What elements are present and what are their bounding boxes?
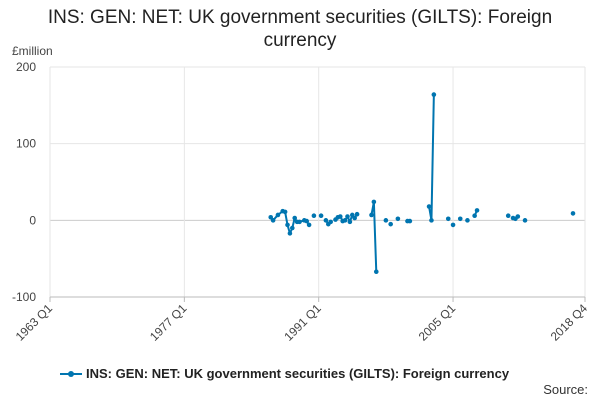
chart-title-line-2: currency — [263, 30, 337, 51]
y-axis-unit-label: £million — [12, 44, 53, 58]
data-point — [371, 199, 377, 205]
data-point — [445, 216, 451, 222]
data-point — [429, 218, 434, 223]
data-point — [465, 218, 470, 223]
source-label: Source: — [543, 382, 588, 397]
data-point — [383, 218, 389, 223]
y-axis-ticks: -100 0 100 200 — [12, 60, 36, 304]
data-point — [407, 218, 413, 224]
x-axis: 1963 Q1 1977 Q1 1991 Q1 2005 Q1 2018 Q4 — [13, 296, 591, 344]
data-point — [395, 216, 401, 222]
x-tick-label: 1963 Q1 — [13, 301, 56, 344]
data-point — [323, 218, 329, 223]
data-point — [426, 204, 432, 209]
y-tick-label: -100 — [12, 290, 36, 304]
y-tick-label: 100 — [16, 137, 36, 151]
data-point — [450, 222, 456, 228]
data-point — [474, 208, 480, 213]
data-point — [287, 231, 293, 236]
data-point — [373, 269, 379, 275]
data-point — [431, 92, 437, 97]
data-point — [345, 214, 350, 219]
legend-line-marker-icon — [60, 369, 82, 379]
y-tick-label: 200 — [16, 60, 36, 74]
x-tick-label: 1977 Q1 — [147, 301, 190, 344]
data-point — [347, 219, 353, 225]
data-point — [285, 222, 290, 228]
data-point — [388, 221, 393, 227]
chart-title-line-1: INS: GEN: NET: UK government securities … — [47, 7, 553, 28]
x-tick-label: 1991 Q1 — [281, 301, 324, 344]
data-point — [275, 212, 281, 218]
data-point — [570, 211, 576, 216]
data-point — [282, 209, 288, 215]
data-point — [337, 214, 343, 219]
data-point — [369, 212, 374, 218]
data-point — [297, 219, 302, 225]
data-point — [292, 215, 298, 221]
series-line — [370, 200, 378, 272]
data-point — [290, 225, 295, 231]
data-point — [505, 213, 511, 219]
data-point — [354, 211, 360, 217]
data-point — [318, 213, 324, 219]
data-point — [522, 218, 528, 223]
data-point — [328, 219, 333, 225]
grid-lines — [49, 66, 586, 298]
data-point — [342, 218, 348, 223]
data-point — [515, 214, 521, 219]
x-tick-label: 2005 Q1 — [416, 301, 459, 344]
y-tick-label: 0 — [29, 213, 36, 227]
series-line — [428, 94, 435, 222]
data-point — [304, 218, 310, 224]
data-series — [268, 92, 576, 275]
data-point — [311, 213, 317, 219]
chart-legend[interactable]: INS: GEN: NET: UK government securities … — [60, 366, 509, 381]
chart-title: INS: GEN: NET: UK government securities … — [0, 6, 600, 52]
data-point — [306, 222, 312, 228]
legend-label: INS: GEN: NET: UK government securities … — [86, 366, 510, 381]
data-point — [352, 215, 357, 221]
data-point — [270, 218, 276, 223]
x-tick-label: 2018 Q4 — [548, 301, 591, 344]
data-point — [472, 213, 477, 219]
data-point — [457, 216, 463, 222]
